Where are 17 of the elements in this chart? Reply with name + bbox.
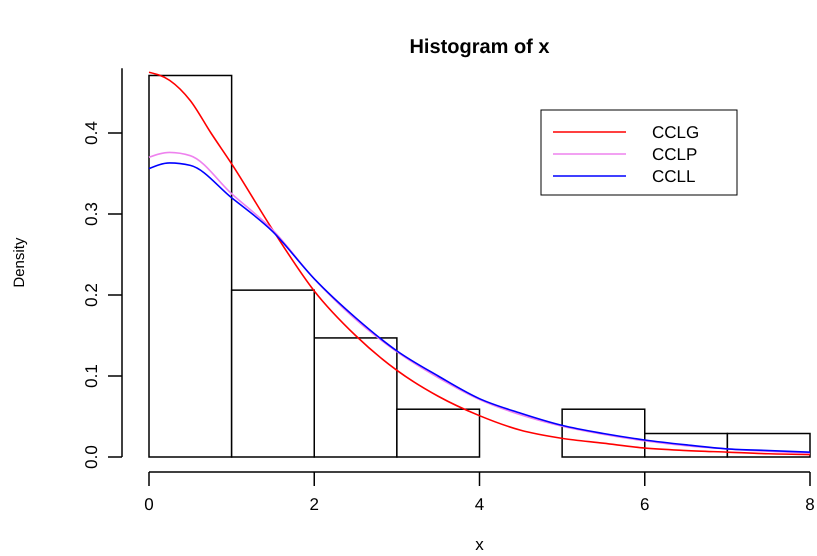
y-tick-label: 0.4 <box>82 121 101 145</box>
x-tick-label: 6 <box>640 495 650 514</box>
x-tick-label: 2 <box>310 495 319 514</box>
y-tick-label: 0.2 <box>82 283 101 307</box>
chart-title: Histogram of x <box>409 36 550 58</box>
x-tick-label: 4 <box>474 495 484 514</box>
x-tick-label: 8 <box>805 495 815 514</box>
legend-label: CCLP <box>652 144 698 164</box>
y-tick-label: 0.1 <box>82 364 101 388</box>
legend-label: CCLL <box>652 166 696 186</box>
x-tick-label: 0 <box>144 495 154 514</box>
y-tick-label: 0.3 <box>82 202 101 226</box>
line-series <box>148 71 811 456</box>
y-tick-label: 0.0 <box>82 445 101 469</box>
legend-label: CCLG <box>652 122 700 142</box>
y-axis-title: Density <box>11 237 28 288</box>
x-axis-title: x <box>475 535 484 554</box>
